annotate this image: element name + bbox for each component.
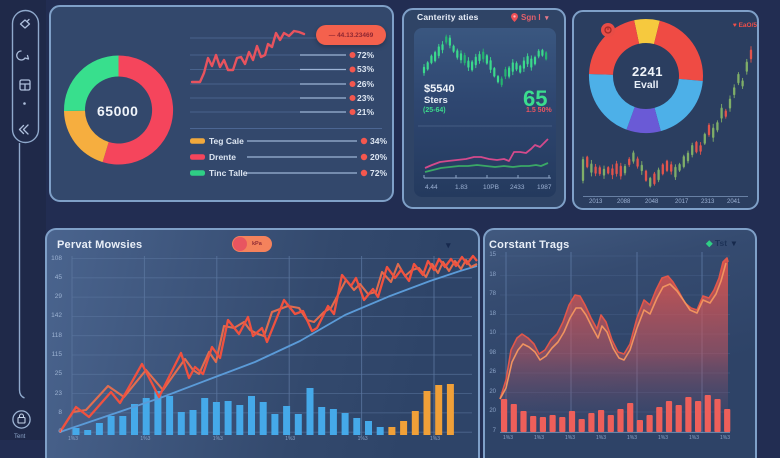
svg-text:Tent: Tent: [14, 434, 26, 440]
